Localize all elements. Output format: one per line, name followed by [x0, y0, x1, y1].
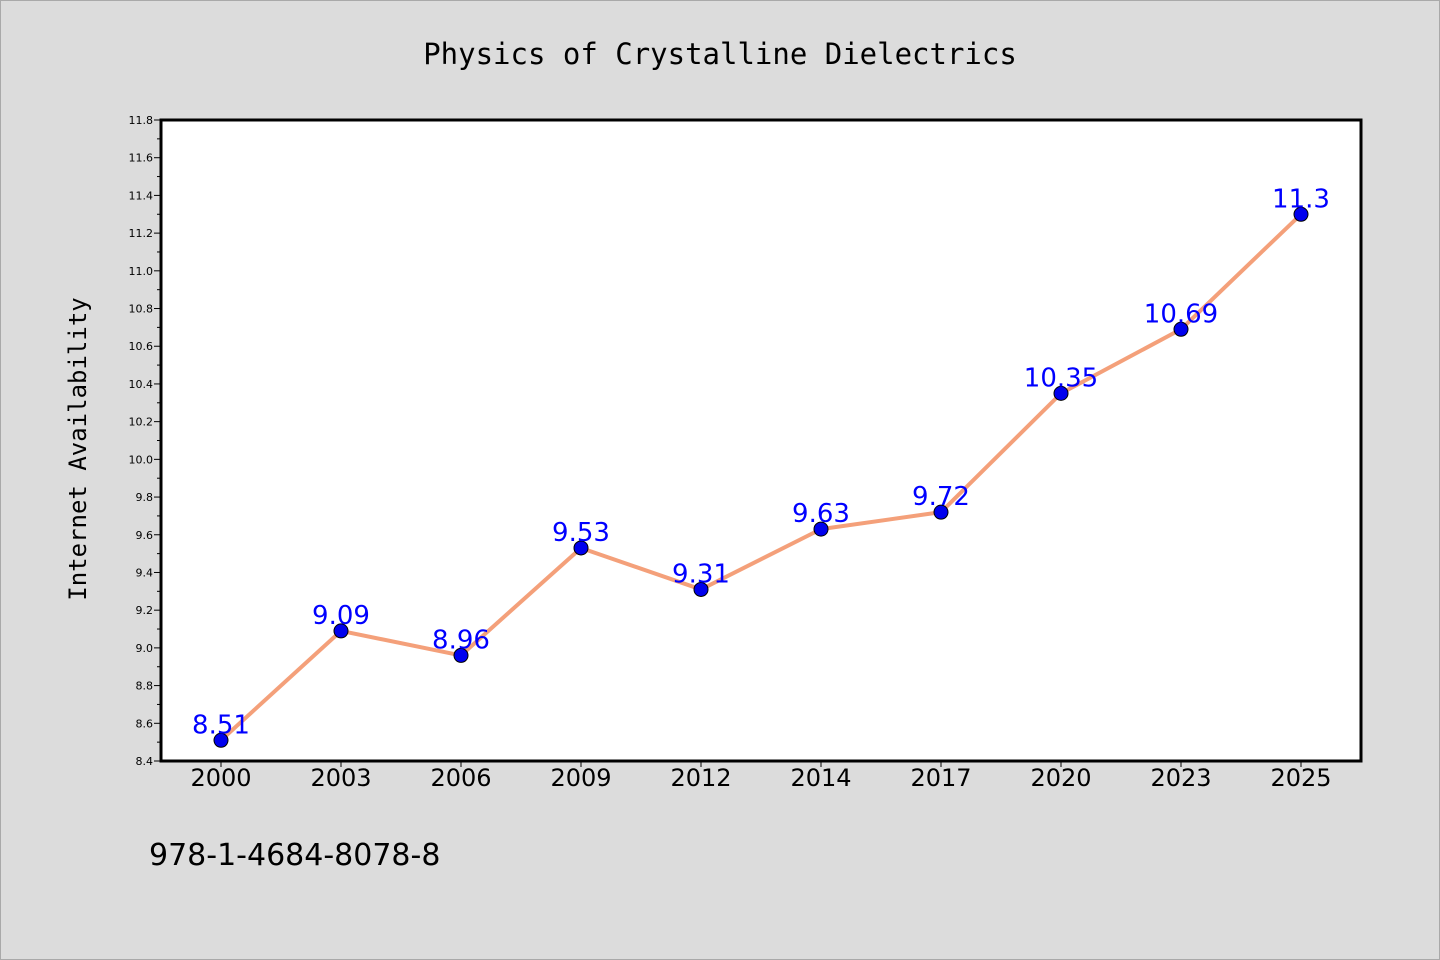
x-tick-label: 2012	[670, 764, 731, 792]
y-tick-label: 10.8	[129, 303, 154, 316]
y-tick-label: 10.4	[129, 378, 154, 391]
x-tick-label: 2009	[550, 764, 611, 792]
y-tick-label: 8.8	[136, 680, 154, 693]
data-label: 9.63	[792, 499, 850, 529]
data-label: 9.72	[912, 482, 970, 512]
data-label: 10.35	[1024, 363, 1098, 393]
y-tick-label: 11.8	[129, 114, 154, 127]
x-tick-label: 2014	[790, 764, 851, 792]
series-group	[213, 206, 1309, 748]
data-label: 9.09	[312, 601, 370, 631]
x-tick-label: 2003	[310, 764, 371, 792]
y-tick-label: 10.6	[129, 340, 154, 353]
data-labels: 8.51 9.09 8.96 9.53 9.31 9.63 9.72 10.35 10.69 11…	[192, 184, 1330, 740]
y-tick-label: 9.4	[136, 566, 154, 579]
y-tick-label: 10.0	[129, 453, 154, 466]
y-tick-label: 9.2	[136, 604, 154, 617]
y-tick-label: 11.2	[129, 227, 154, 240]
data-point	[213, 732, 229, 748]
y-tick-label: 9.0	[136, 642, 154, 655]
y-tick-label: 8.4	[136, 755, 154, 768]
y-tick-label: 9.6	[136, 529, 154, 542]
chart-title: Physics of Crystalline Dielectrics	[423, 37, 1017, 71]
data-point	[1293, 206, 1309, 222]
y-axis-label: Internet Availability	[64, 297, 92, 600]
data-point	[693, 581, 709, 597]
data-point	[1173, 321, 1189, 337]
data-label: 10.69	[1144, 299, 1218, 329]
x-tick-label: 2017	[910, 764, 971, 792]
y-tick-label: 11.0	[129, 265, 154, 278]
y-axis-ticks: 8.4 8.6 8.8 9.0 9.2 9.4 9.6 9.8 10.0 10.2 10.4 10.6…	[129, 114, 161, 768]
data-point	[453, 647, 469, 663]
x-tick-label: 2023	[1150, 764, 1211, 792]
y-tick-label: 8.6	[136, 717, 154, 730]
plot-area	[159, 118, 1363, 763]
y-tick-label: 11.4	[129, 189, 154, 202]
x-tick-label: 2020	[1030, 764, 1091, 792]
data-point	[573, 540, 589, 556]
y-tick-label: 11.6	[129, 152, 154, 165]
data-point	[1053, 385, 1069, 401]
data-label: 9.31	[672, 559, 730, 589]
data-label: 11.3	[1272, 184, 1330, 214]
x-tick-label: 2006	[430, 764, 491, 792]
data-label: 8.51	[192, 710, 250, 740]
data-point	[933, 504, 949, 520]
x-axis-ticks: 2000 2003 2006 2009 2012 2014 2017 2020 2023 2025	[190, 761, 1332, 792]
y-tick-label: 10.2	[129, 416, 154, 429]
data-label: 8.96	[432, 625, 490, 655]
x-tick-label: 2025	[1270, 764, 1331, 792]
data-point	[813, 521, 829, 537]
y-tick-label: 9.8	[136, 491, 154, 504]
data-point	[333, 623, 349, 639]
x-tick-label: 2000	[190, 764, 251, 792]
isbn-text: 978-1-4684-8078-8	[149, 838, 440, 873]
data-label: 9.53	[552, 518, 610, 548]
series-line	[219, 212, 1303, 743]
